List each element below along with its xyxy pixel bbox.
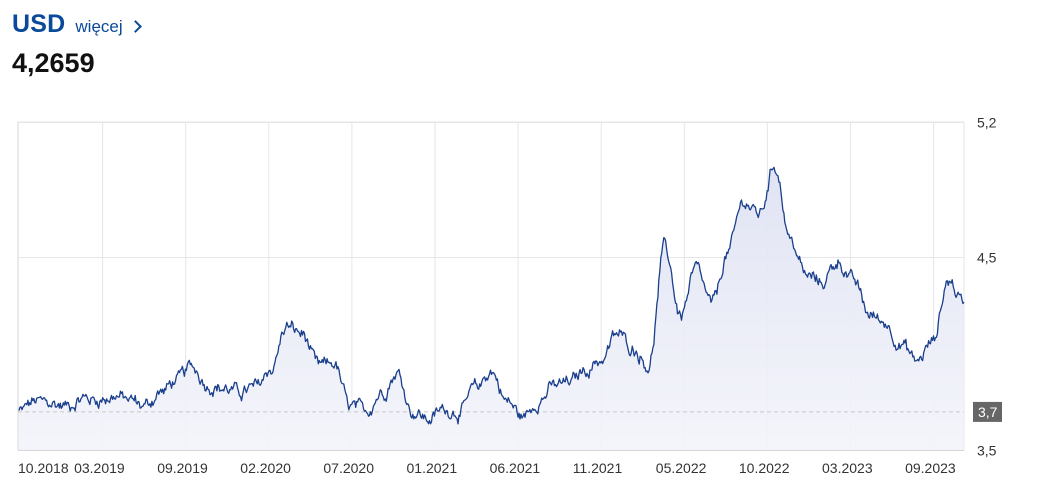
rate-line <box>18 166 965 425</box>
y-tick-label: 3,5 <box>977 443 997 459</box>
title-row: USD więcej <box>12 10 142 50</box>
currency-code[interactable]: USD <box>12 10 66 38</box>
more-link-label[interactable]: więcej <box>75 17 123 36</box>
x-tick-label: 05.2022 <box>656 460 707 476</box>
x-tick-label: 03.2023 <box>822 460 873 476</box>
more-link[interactable]: więcej <box>75 17 142 37</box>
x-tick-label: 09.2023 <box>905 460 956 476</box>
reference-badge <box>973 401 1002 422</box>
quote-header: USD więcej 4,2659 <box>12 10 142 79</box>
x-tick-label: 06.2021 <box>490 460 541 476</box>
y-tick-label: 5,2 <box>977 115 997 131</box>
reference-badge-label: 3,7 <box>978 404 998 420</box>
x-tick-label: 02.2020 <box>240 460 291 476</box>
x-tick-label: 07.2020 <box>323 460 374 476</box>
x-tick-label: 11.2021 <box>573 460 623 476</box>
x-tick-label: 10.2018 <box>18 460 69 476</box>
x-tick-label: 10.2022 <box>739 460 790 476</box>
x-tick-label: 09.2019 <box>157 460 208 476</box>
x-tick-label: 03.2019 <box>74 460 125 476</box>
x-tick-label: 01.2021 <box>407 460 458 476</box>
current-rate: 4,2659 <box>12 48 95 78</box>
y-tick-label: 4,5 <box>977 250 997 266</box>
rate-area <box>19 167 964 451</box>
